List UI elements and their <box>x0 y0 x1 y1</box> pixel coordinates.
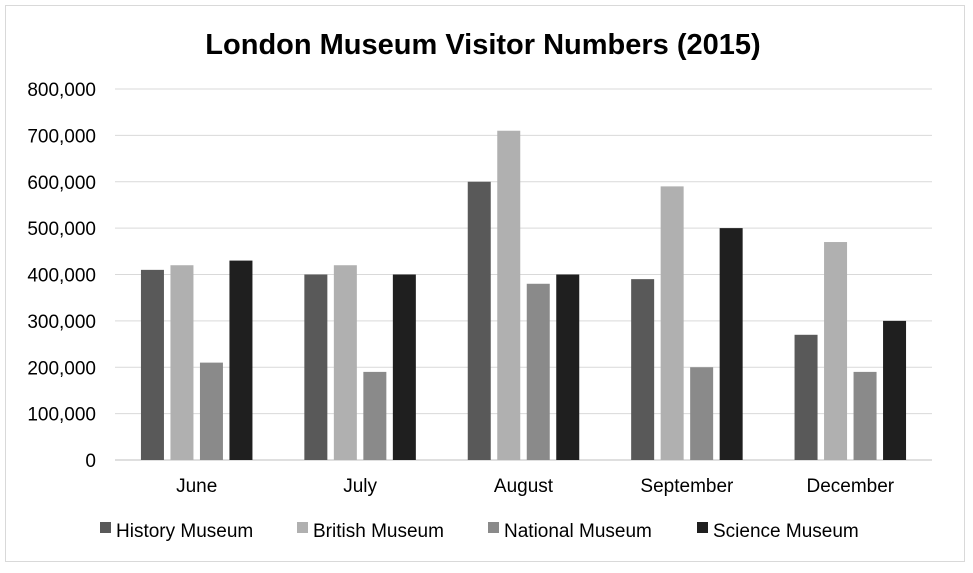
bar-history-museum <box>304 274 328 460</box>
bar-history-museum <box>794 334 818 460</box>
bar-national-museum <box>363 371 387 460</box>
legend-label: British Museum <box>313 521 444 542</box>
legend-label: National Museum <box>504 521 652 542</box>
legend-label: Science Museum <box>713 521 859 542</box>
legend-swatch <box>697 522 708 533</box>
bar-science-museum <box>719 228 743 460</box>
x-tick-label: June <box>176 476 217 497</box>
y-tick-label: 100,000 <box>27 405 96 426</box>
y-tick-label: 600,000 <box>27 173 96 194</box>
x-tick-label: December <box>806 476 894 497</box>
bar-history-museum <box>631 279 655 460</box>
bar-british-museum <box>660 186 684 460</box>
y-tick-label: 700,000 <box>27 126 96 147</box>
legend-label: History Museum <box>116 521 253 542</box>
bar-british-museum <box>333 265 357 460</box>
bar-national-museum <box>853 371 877 460</box>
bar-national-museum <box>199 362 223 460</box>
y-tick-label: 400,000 <box>27 266 96 287</box>
bar-history-museum <box>467 181 491 460</box>
y-tick-label: 200,000 <box>27 358 96 379</box>
x-tick-label: July <box>343 476 377 497</box>
bar-national-museum <box>690 367 714 460</box>
legend-swatch <box>100 522 111 533</box>
x-tick-label: August <box>494 476 554 497</box>
legend-swatch <box>297 522 308 533</box>
bar-science-museum <box>883 320 907 460</box>
y-tick-label: 0 <box>85 451 96 472</box>
y-tick-label: 300,000 <box>27 312 96 333</box>
bar-science-museum <box>229 260 253 460</box>
y-tick-label: 500,000 <box>27 219 96 240</box>
y-tick-label: 800,000 <box>27 80 96 101</box>
bar-history-museum <box>140 269 164 460</box>
bar-british-museum <box>824 242 848 460</box>
legend-swatch <box>488 522 499 533</box>
bar-national-museum <box>526 283 550 460</box>
x-tick-label: September <box>640 476 734 497</box>
bar-british-museum <box>497 130 521 461</box>
bar-british-museum <box>170 265 194 460</box>
chart-title: London Museum Visitor Numbers (2015) <box>205 29 760 61</box>
bar-science-museum <box>556 274 580 460</box>
bar-science-museum <box>392 274 416 460</box>
